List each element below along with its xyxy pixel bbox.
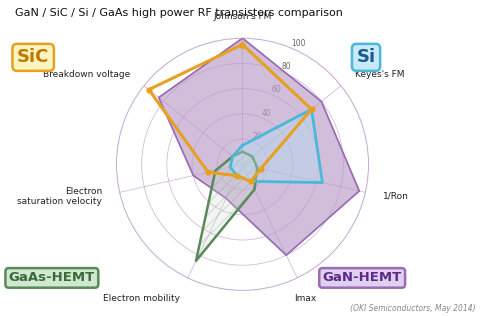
Text: Si: Si [356,48,375,66]
Text: (OKI Semiconductors, May 2014): (OKI Semiconductors, May 2014) [349,304,474,313]
Text: GaN / SiC / Si / GaAs high power RF transistors comparison: GaN / SiC / Si / GaAs high power RF tran… [15,8,342,18]
Text: Electron
saturation velocity: Electron saturation velocity [17,187,102,206]
Text: Johnson's FM: Johnson's FM [213,12,271,21]
Text: Electron mobility: Electron mobility [103,294,180,303]
Text: Breakdown voltage: Breakdown voltage [43,70,130,79]
Text: 1/Ron: 1/Ron [382,192,408,201]
Text: GaAs-HEMT: GaAs-HEMT [9,271,95,284]
Text: Imax: Imax [293,294,316,303]
Polygon shape [230,109,322,183]
Polygon shape [158,38,359,255]
Text: GaN-HEMT: GaN-HEMT [322,271,401,284]
Text: Keyes's FM: Keyes's FM [354,70,404,79]
Text: SiC: SiC [17,48,49,66]
Polygon shape [196,152,257,261]
